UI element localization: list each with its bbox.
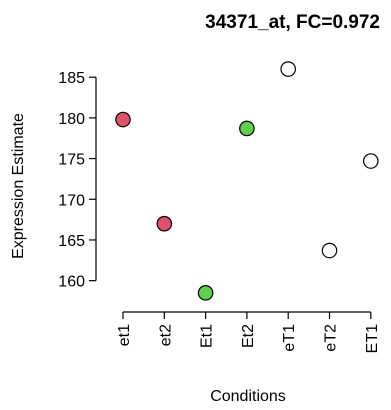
x-tick-label: Et2 bbox=[240, 324, 257, 348]
data-point bbox=[362, 153, 379, 169]
y-tick-label: 175 bbox=[58, 152, 85, 169]
data-point bbox=[115, 111, 131, 128]
data-point bbox=[239, 120, 255, 137]
x-axis: et1 et2 Et1 Et2 eT1 eT2 ET1 bbox=[116, 311, 381, 353]
y-tick-label: 185 bbox=[58, 70, 85, 87]
x-tick-label: ET1 bbox=[364, 324, 381, 353]
x-tick-label: et1 bbox=[116, 324, 133, 346]
chart-title: 34371_at, FC=0.972 bbox=[205, 12, 380, 33]
data-point bbox=[156, 215, 173, 232]
y-tick-label: 160 bbox=[58, 274, 85, 291]
data-point bbox=[197, 285, 214, 301]
data-point bbox=[321, 242, 338, 259]
x-tick-label: Et1 bbox=[199, 324, 216, 348]
y-axis-label: Expression Estimate bbox=[10, 113, 27, 259]
y-tick-label: 170 bbox=[58, 192, 85, 209]
y-axis: 160 165 170 175 180 185 bbox=[58, 70, 97, 291]
x-axis-label: Conditions bbox=[210, 388, 286, 405]
data-points bbox=[115, 61, 379, 301]
x-tick-label: eT2 bbox=[323, 324, 340, 352]
x-tick-label: et2 bbox=[157, 324, 174, 346]
y-tick-label: 165 bbox=[58, 233, 85, 250]
x-tick-label: eT1 bbox=[281, 324, 298, 352]
data-point bbox=[280, 61, 296, 77]
y-tick-label: 180 bbox=[58, 111, 85, 128]
